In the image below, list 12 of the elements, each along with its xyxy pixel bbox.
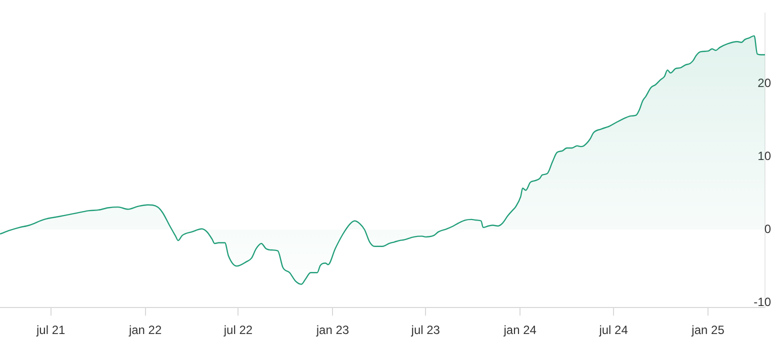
x-tick-label: jan 23 xyxy=(315,323,350,338)
x-tick-label: jul 21 xyxy=(35,323,66,338)
x-tick-label: jan 25 xyxy=(690,323,725,338)
x-tick-label: jul 22 xyxy=(222,323,253,338)
x-tick-label: jan 22 xyxy=(128,323,162,338)
y-tick-label: 10 xyxy=(758,149,772,164)
y-tick-label: 0 xyxy=(764,222,772,236)
x-tick-label: jul 23 xyxy=(410,323,440,338)
x-tick-label: jul 24 xyxy=(598,323,628,338)
x-tick-label: jan 24 xyxy=(502,323,537,338)
y-tick-label: -10 xyxy=(754,294,772,309)
y-tick-label: 20 xyxy=(758,76,772,90)
